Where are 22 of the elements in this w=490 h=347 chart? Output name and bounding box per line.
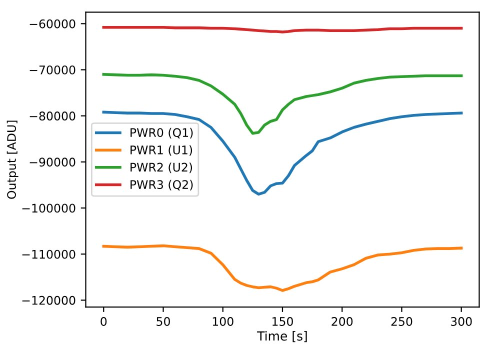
y-axis-title: Output [ADU] [6, 120, 18, 199]
y-tick-label: −120000 [22, 296, 76, 305]
x-tick-label: 300 [450, 317, 472, 326]
line-series [102, 244, 463, 292]
x-axis-title: Time [s] [257, 331, 307, 342]
x-tick-label: 150 [272, 317, 293, 326]
y-tick-label: −70000 [30, 65, 76, 74]
y-tick-label: −110000 [22, 250, 76, 259]
y-tick-label: −100000 [22, 204, 76, 213]
x-tick-label: 50 [156, 317, 170, 326]
y-tick-label: −80000 [30, 112, 76, 120]
legend-label: PWR3 (Q2) [130, 180, 193, 190]
y-tick-label: −60000 [30, 19, 76, 28]
x-tick-label: 100 [212, 317, 234, 326]
legend-label: PWR1 (U1) [130, 145, 192, 156]
legend-label: PWR2 (U2) [130, 162, 192, 174]
x-tick-label: 200 [332, 317, 353, 326]
x-tick-label: 250 [391, 317, 412, 326]
legend-label: PWR0 (Q1) [130, 128, 193, 138]
y-tick-label: −90000 [30, 158, 76, 167]
line-series [102, 110, 463, 196]
x-tick-label: 0 [100, 317, 107, 326]
